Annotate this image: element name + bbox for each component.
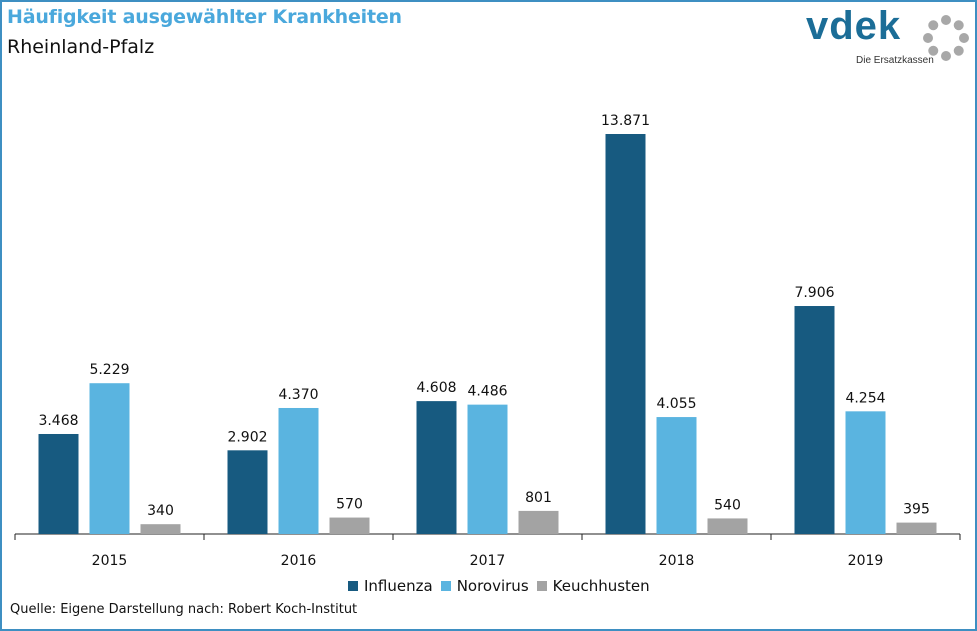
data-label: 4.486 xyxy=(467,384,507,400)
logo-tagline: Die Ersatzkassen xyxy=(856,55,934,66)
data-label: 395 xyxy=(903,502,930,518)
data-label: 4.608 xyxy=(416,380,456,396)
data-label: 4.055 xyxy=(656,396,696,412)
logo-ring-dot xyxy=(959,33,969,43)
legend-item-keuchhusten: Keuchhusten xyxy=(536,577,650,595)
legend-label-norovirus: Norovirus xyxy=(456,577,529,595)
x-tick-label: 2016 xyxy=(281,553,317,569)
bar-norovirus-2015 xyxy=(89,383,130,534)
data-label: 7.906 xyxy=(794,285,834,301)
legend: Influenza Norovirus Keuchhusten xyxy=(348,576,658,596)
bar-influenza-2018 xyxy=(605,134,646,534)
bar-keuchhusten-2016 xyxy=(329,517,370,534)
logo-ring-dot xyxy=(953,45,964,56)
logo-ring-dot xyxy=(941,51,951,61)
data-label: 340 xyxy=(147,503,174,519)
bar-influenza-2015 xyxy=(38,433,79,534)
logo-ring-dot xyxy=(928,45,939,56)
bar-norovirus-2017 xyxy=(467,404,508,534)
x-tick-label: 2017 xyxy=(470,553,506,569)
data-label: 801 xyxy=(525,490,552,506)
chart-subtitle: Rheinland-Pfalz xyxy=(7,36,155,58)
logo-wordmark: vdek xyxy=(806,4,902,48)
logo-ring-dot xyxy=(953,20,964,31)
data-label: 4.254 xyxy=(845,390,885,406)
x-tick-label: 2019 xyxy=(848,553,884,569)
legend-label-keuchhusten: Keuchhusten xyxy=(552,577,650,595)
dotted-ring-icon xyxy=(923,15,969,61)
bar-keuchhusten-2019 xyxy=(896,522,937,534)
bar-influenza-2016 xyxy=(227,450,268,534)
legend-item-norovirus: Norovirus xyxy=(440,577,529,595)
source-note: Quelle: Eigene Darstellung nach: Robert … xyxy=(10,602,358,617)
legend-swatch-keuchhusten xyxy=(536,581,547,591)
bar-norovirus-2019 xyxy=(845,411,886,534)
bar-influenza-2017 xyxy=(416,401,457,534)
logo-ring-dot xyxy=(941,15,951,25)
legend-swatch-norovirus xyxy=(440,581,451,591)
legend-label-influenza: Influenza xyxy=(364,577,433,595)
data-label: 13.871 xyxy=(601,113,650,129)
chart-title: Häufigkeit ausgewählter Krankheiten xyxy=(7,6,402,28)
legend-item-influenza: Influenza xyxy=(348,577,433,595)
data-label: 570 xyxy=(336,497,363,513)
bar-keuchhusten-2017 xyxy=(518,510,559,534)
vdek-logo: vdek Die Ersatzkassen xyxy=(806,4,971,72)
data-label: 540 xyxy=(714,497,741,513)
logo-ring-dot xyxy=(928,20,939,31)
x-tick-label: 2018 xyxy=(659,553,695,569)
bar-influenza-2019 xyxy=(794,306,835,534)
data-label: 5.229 xyxy=(89,362,129,378)
bar-keuchhusten-2015 xyxy=(140,524,181,534)
logo-ring-dot xyxy=(923,33,933,43)
bar-norovirus-2018 xyxy=(656,417,697,534)
data-label: 3.468 xyxy=(38,413,78,429)
bar-norovirus-2016 xyxy=(278,407,319,534)
legend-swatch-influenza xyxy=(348,581,358,591)
bar-keuchhusten-2018 xyxy=(707,518,748,534)
x-tick-label: 2015 xyxy=(92,553,128,569)
data-label: 2.902 xyxy=(227,429,267,445)
data-label: 4.370 xyxy=(278,387,318,403)
